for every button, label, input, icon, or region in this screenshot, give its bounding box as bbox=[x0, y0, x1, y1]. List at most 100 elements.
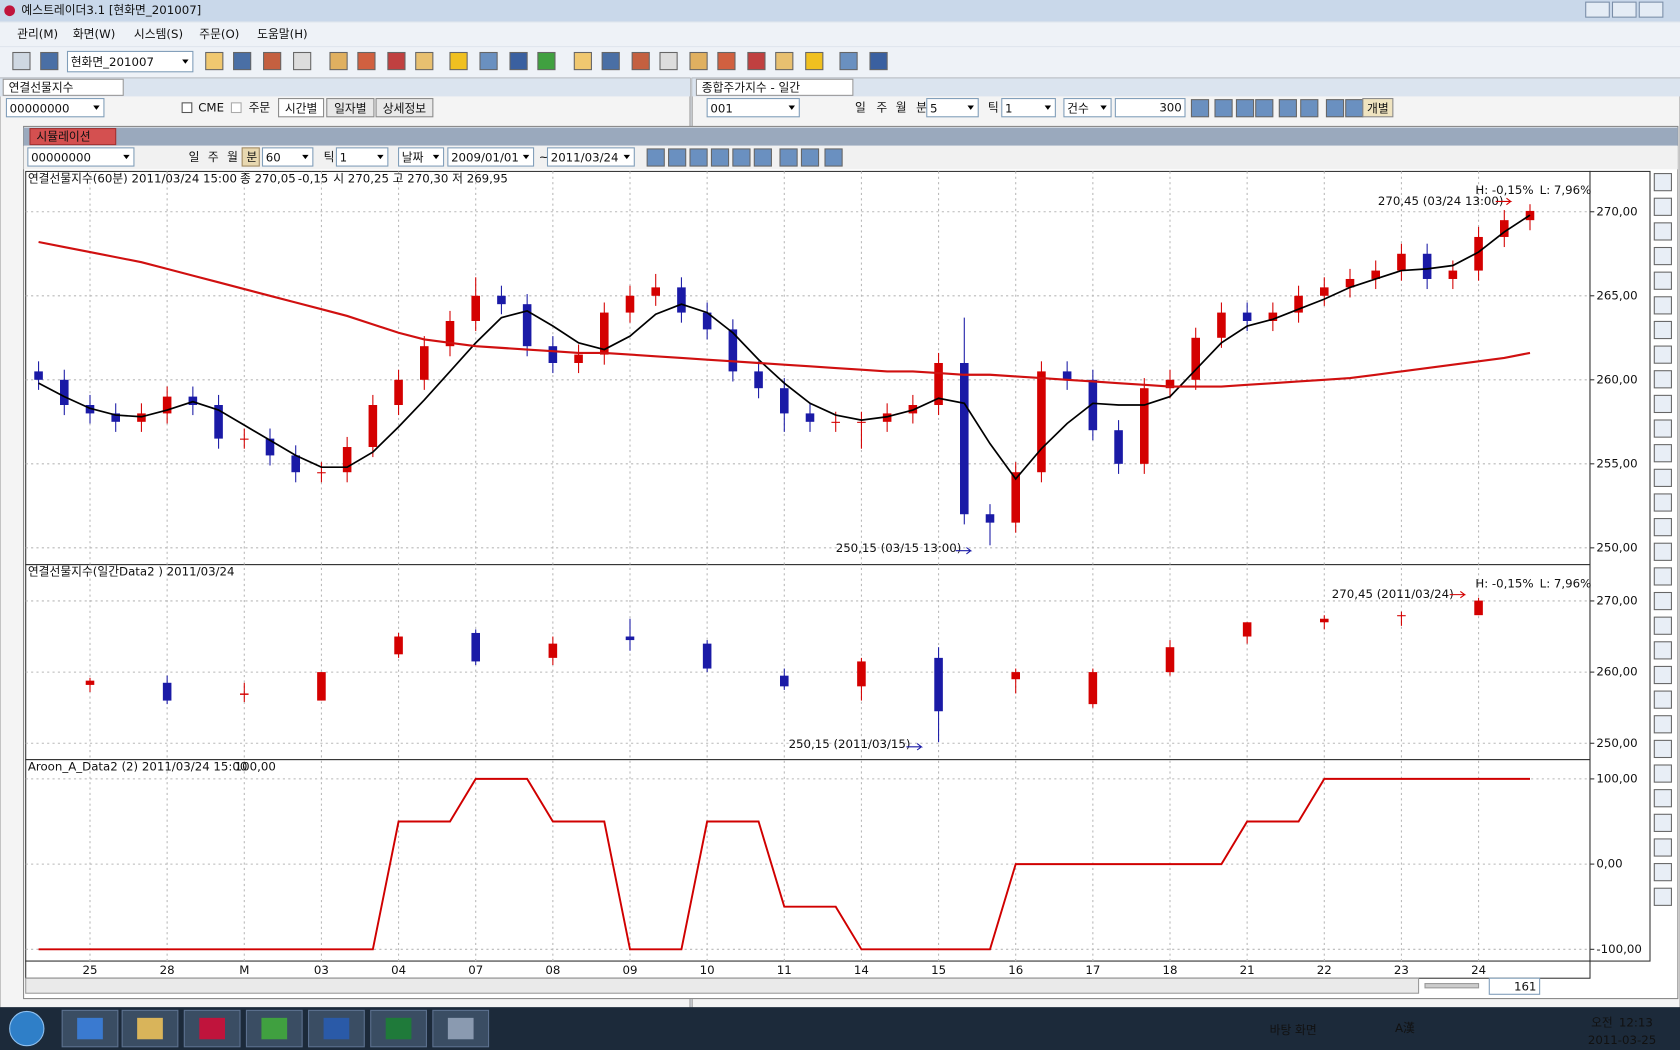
toolbar-icon[interactable] bbox=[1653, 887, 1672, 906]
toolbar-icon[interactable] bbox=[1653, 739, 1672, 759]
single-btn[interactable] bbox=[1362, 98, 1394, 118]
toolbar-icon[interactable] bbox=[659, 51, 678, 71]
sim-period[interactable]: 분 bbox=[246, 150, 257, 164]
window-control[interactable] bbox=[1611, 1, 1637, 18]
toolbar-icon[interactable] bbox=[1653, 863, 1672, 882]
tab-hourly[interactable] bbox=[278, 98, 325, 118]
sim-period[interactable]: 일 bbox=[189, 150, 200, 164]
toolbar-icon[interactable] bbox=[293, 51, 312, 71]
toolbar-icon[interactable] bbox=[1653, 518, 1672, 537]
toolbar-icon[interactable] bbox=[1653, 789, 1672, 808]
cme-label[interactable]: CME bbox=[198, 101, 224, 115]
toolbar-icon[interactable] bbox=[573, 51, 592, 71]
toolbar-icon[interactable] bbox=[1255, 99, 1274, 118]
toolbar-icon[interactable] bbox=[537, 51, 556, 71]
toolbar-icon[interactable] bbox=[329, 51, 348, 71]
toolbar-icon[interactable] bbox=[1653, 345, 1672, 364]
page-box[interactable] bbox=[1488, 977, 1541, 995]
menu-item[interactable]: 화면(W) bbox=[73, 27, 115, 41]
sim-minutes[interactable] bbox=[261, 147, 314, 167]
toolbar-icon[interactable] bbox=[1653, 197, 1672, 216]
toolbar-icon[interactable] bbox=[1300, 99, 1319, 118]
toolbar-icon[interactable] bbox=[205, 51, 224, 71]
window-control[interactable] bbox=[1638, 1, 1664, 18]
toolbar-icon[interactable] bbox=[357, 51, 376, 71]
scrollbar[interactable] bbox=[25, 977, 1420, 994]
desktop-label[interactable]: 바탕 화면 bbox=[1270, 1023, 1317, 1037]
sim-period[interactable]: 주 bbox=[208, 150, 219, 164]
toolbar-icon[interactable] bbox=[775, 51, 794, 71]
left-tab[interactable] bbox=[2, 78, 124, 96]
toolbar-icon[interactable] bbox=[800, 148, 820, 167]
start-button[interactable] bbox=[9, 1010, 45, 1047]
toolbar-icon[interactable] bbox=[1653, 813, 1672, 832]
toolbar-icon[interactable] bbox=[479, 51, 498, 71]
toolbar-icon[interactable] bbox=[415, 51, 434, 71]
toolbar-icon[interactable] bbox=[1653, 493, 1672, 512]
toolbar-icon[interactable] bbox=[449, 51, 468, 71]
menu-item[interactable]: 시스템(S) bbox=[134, 27, 183, 41]
right-code[interactable] bbox=[706, 98, 800, 118]
toolbar-icon[interactable] bbox=[263, 51, 282, 71]
toolbar-icon[interactable] bbox=[1653, 271, 1672, 290]
toolbar-icon[interactable] bbox=[839, 51, 858, 71]
menu-item[interactable]: 관리(M) bbox=[17, 27, 58, 41]
toolbar-icon[interactable] bbox=[824, 148, 843, 167]
slider-track[interactable] bbox=[1424, 983, 1480, 989]
toolbar-icon[interactable] bbox=[1653, 394, 1672, 414]
toolbar-icon[interactable] bbox=[1278, 99, 1297, 118]
toolbar-icon[interactable] bbox=[1325, 99, 1345, 118]
toolbar-icon[interactable] bbox=[1345, 99, 1364, 118]
toolbar-icon[interactable] bbox=[233, 51, 252, 71]
toolbar-icon[interactable] bbox=[1653, 468, 1672, 487]
toolbar-icon[interactable] bbox=[689, 148, 708, 167]
tab-detail[interactable] bbox=[375, 98, 434, 118]
order-label[interactable]: 주문 bbox=[249, 101, 271, 115]
toolbar-icon[interactable] bbox=[1653, 838, 1672, 857]
toolbar-icon[interactable] bbox=[631, 51, 650, 71]
toolbar-icon[interactable] bbox=[646, 148, 665, 167]
sim-period[interactable]: 월 bbox=[227, 150, 238, 164]
toolbar-icon[interactable] bbox=[1653, 591, 1672, 611]
cme-check[interactable] bbox=[181, 102, 193, 114]
sim-tick[interactable] bbox=[335, 147, 389, 167]
sim-to[interactable] bbox=[546, 147, 635, 167]
left-code[interactable] bbox=[5, 98, 105, 118]
toolbar-icon[interactable] bbox=[1653, 370, 1672, 389]
toolbar-icon[interactable] bbox=[753, 148, 772, 167]
toolbar-icon[interactable] bbox=[1653, 567, 1672, 586]
toolbar-icon[interactable] bbox=[1653, 320, 1672, 340]
toolbar-icon[interactable] bbox=[1235, 99, 1255, 118]
sim-code[interactable] bbox=[27, 147, 135, 167]
toolbar-icon[interactable] bbox=[12, 51, 31, 71]
menu-item[interactable]: 도움말(H) bbox=[257, 27, 308, 41]
right-tab[interactable] bbox=[695, 78, 854, 96]
order-check[interactable] bbox=[230, 102, 242, 114]
toolbar-icon[interactable] bbox=[805, 51, 824, 71]
toolbar-icon[interactable] bbox=[869, 51, 888, 71]
toolbar-icon[interactable] bbox=[1653, 616, 1672, 635]
sim-tab[interactable] bbox=[29, 128, 117, 146]
toolbar-icon[interactable] bbox=[1653, 764, 1672, 783]
period[interactable]: 분 bbox=[916, 101, 927, 115]
toolbar-icon[interactable] bbox=[1653, 444, 1672, 463]
toolbar-icon[interactable] bbox=[1653, 173, 1672, 192]
toolbar-icon[interactable] bbox=[1653, 715, 1672, 734]
toolbar-icon[interactable] bbox=[732, 148, 751, 167]
count-type[interactable] bbox=[1063, 98, 1112, 118]
period[interactable]: 일 bbox=[855, 101, 866, 115]
toolbar-icon[interactable] bbox=[1653, 665, 1672, 685]
toolbar-icon[interactable] bbox=[1653, 419, 1672, 438]
toolbar-icon[interactable] bbox=[689, 51, 708, 71]
toolbar-icon[interactable] bbox=[387, 51, 406, 71]
toolbar-icon[interactable] bbox=[1653, 246, 1672, 266]
menu-item[interactable]: 주문(O) bbox=[199, 27, 239, 41]
toolbar-icon[interactable] bbox=[668, 148, 687, 167]
right-n[interactable] bbox=[926, 98, 979, 118]
toolbar-icon[interactable] bbox=[710, 148, 730, 167]
toolbar-icon[interactable] bbox=[717, 51, 736, 71]
toolbar-icon[interactable] bbox=[509, 51, 528, 71]
toolbar-icon[interactable] bbox=[1653, 690, 1672, 709]
sim-from[interactable] bbox=[447, 147, 535, 167]
period[interactable]: 주 bbox=[876, 101, 887, 115]
